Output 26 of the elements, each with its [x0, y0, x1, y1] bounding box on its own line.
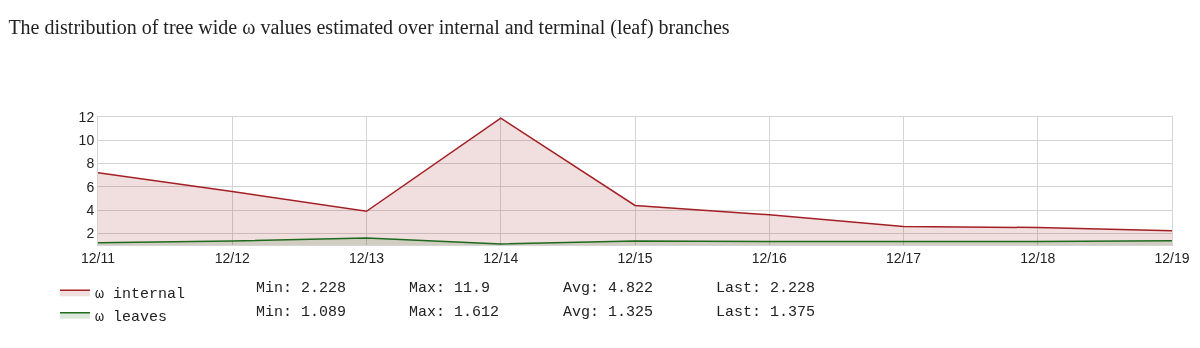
text: Last: 2.228 [716, 280, 816, 297]
y-tick-label: 2 [86, 225, 95, 242]
legend-label: ω leaves [95, 308, 168, 326]
text: Last: 1.375 [716, 304, 816, 321]
x-tick-label: 12/17 [885, 249, 922, 266]
text: Max: 1.612 [409, 304, 500, 321]
x-tick-label: 12/14 [483, 249, 519, 266]
y-tick-label: 4 [86, 201, 95, 218]
x-tick-label: 12/13 [348, 249, 385, 266]
x-tick-label: 12/19 [1154, 249, 1190, 266]
y-tick-label: 10 [78, 132, 95, 149]
y-tick-label: 8 [86, 155, 95, 172]
x-tick-label: 12/12 [214, 249, 250, 266]
text: Min: 2.228 [256, 280, 347, 297]
x-tick-label: 12/15 [617, 249, 653, 266]
text: Min: 1.089 [256, 304, 347, 321]
x-tick-label: 12/18 [1020, 249, 1056, 266]
text: Avg: 4.822 [563, 280, 654, 297]
y-tick-label: 12 [78, 108, 95, 125]
legend-label: ω internal [95, 286, 186, 304]
x-tick-label: 12/16 [751, 249, 787, 266]
text: Max: 11.9 [409, 280, 491, 297]
y-tick-label: 6 [86, 178, 95, 195]
text: Avg: 1.325 [563, 304, 654, 321]
chart-title: The distribution of tree wide ω values estimated over internal and terminal (leaf) branches [8, 16, 730, 39]
x-tick-label: 12/11 [81, 249, 116, 266]
